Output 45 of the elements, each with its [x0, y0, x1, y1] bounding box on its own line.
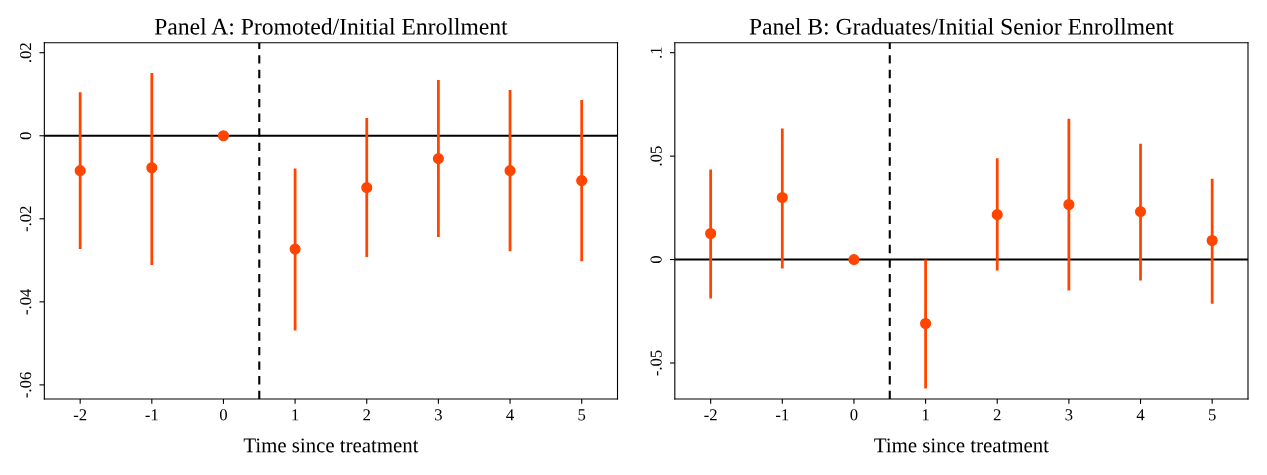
y-tick-label: .1	[650, 47, 662, 58]
point	[848, 254, 860, 266]
point	[991, 209, 1003, 221]
x-tick-label: 0	[850, 409, 858, 421]
point	[146, 162, 158, 174]
point	[920, 317, 932, 330]
x-tick-label: 2	[363, 409, 370, 421]
point	[1206, 234, 1218, 247]
point	[576, 175, 588, 187]
x-tick-label: -2	[73, 409, 87, 421]
y-tick-label: -.02	[19, 206, 32, 232]
x-axis-title: Time since treatment	[243, 438, 419, 453]
point	[1134, 206, 1147, 218]
y-tick-label: .05	[650, 146, 662, 166]
y-tick-label: 0	[650, 256, 662, 264]
point	[432, 153, 444, 165]
x-tick-label: 0	[219, 409, 227, 421]
x-tick-label: -2	[704, 409, 717, 421]
point	[289, 243, 301, 255]
x-tick-label: 4	[1136, 409, 1145, 421]
x-tick-label: 1	[922, 409, 929, 421]
chart-title: Panel A: Promoted/Initial Enrollment	[154, 18, 508, 35]
point	[504, 165, 516, 177]
x-tick-label: 2	[993, 409, 1001, 421]
point	[1063, 198, 1075, 211]
x-tick-label: -1	[775, 409, 789, 421]
chart-title: Panel B: Graduates/Initial Senior Enrollment	[749, 18, 1174, 35]
x-tick-label: 5	[1208, 409, 1216, 421]
y-tick-label: -.04	[19, 288, 32, 315]
y-tick-label: 0	[19, 132, 32, 140]
point	[705, 227, 717, 240]
x-tick-label: 5	[578, 409, 586, 421]
x-axis-title: Time since treatment	[874, 438, 1049, 453]
y-tick-label: -.05	[650, 350, 662, 376]
x-tick-label: 4	[506, 409, 514, 421]
point	[776, 191, 788, 204]
y-tick-label: .02	[19, 43, 32, 63]
point	[74, 165, 86, 177]
y-tick-label: -.06	[19, 372, 32, 398]
x-tick-label: 1	[292, 409, 299, 421]
x-tick-label: 3	[1065, 409, 1073, 421]
x-tick-label: 3	[435, 409, 442, 421]
point	[361, 182, 373, 194]
x-tick-label: -1	[145, 409, 158, 421]
point	[217, 130, 230, 142]
